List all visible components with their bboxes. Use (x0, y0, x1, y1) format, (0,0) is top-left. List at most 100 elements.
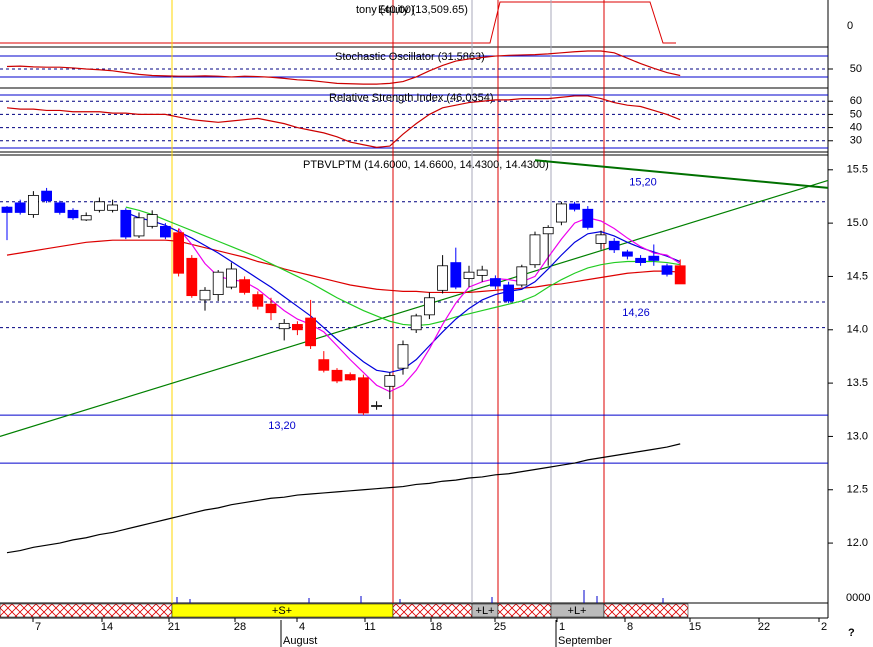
y-tick-label: 14.0 (847, 324, 868, 336)
candle-body (397, 344, 409, 369)
candle-body (80, 215, 92, 221)
x-tick-label: 15 (689, 621, 701, 633)
month-label: August (283, 635, 317, 647)
candle-body (159, 225, 171, 238)
signal-label: +S+ (272, 605, 292, 617)
candle-body (674, 265, 686, 285)
x-tick-label: 7 (35, 621, 41, 633)
y-tick-label: 12.0 (847, 537, 868, 549)
signal-band (603, 603, 689, 618)
candle-body (595, 234, 607, 244)
indicator-line (6, 95, 681, 148)
y-tick-label: 50 (850, 108, 862, 120)
candle-body (199, 289, 211, 301)
candle-body (489, 278, 501, 287)
x-tick-label: 8 (627, 621, 633, 633)
moving-average (6, 239, 681, 294)
x-tick-label: 4 (299, 621, 305, 633)
x-tick-label: 11 (364, 621, 375, 633)
y-tick-label: 12.5 (847, 484, 868, 496)
candle-body (278, 322, 290, 330)
signal-label: +L+ (568, 605, 587, 617)
candle-body (661, 265, 673, 275)
signal-label: +L+ (476, 605, 495, 617)
candle-body (212, 271, 224, 295)
candle-body (476, 269, 488, 276)
candle-body (305, 317, 317, 347)
y-tick-label: 60 (850, 95, 862, 107)
x-tick-label: 28 (234, 621, 246, 633)
candle-body (423, 297, 435, 316)
y-tick-label: 13.5 (847, 377, 868, 389)
candle-body (265, 303, 277, 314)
signal-band (0, 603, 173, 618)
candle-body (14, 202, 26, 213)
x-tick-label: 25 (494, 621, 506, 633)
candle-body (1, 206, 13, 213)
indicator-line (6, 50, 681, 85)
candle-body (542, 226, 554, 235)
y-tick-label: 30 (850, 135, 862, 147)
signal-band (497, 603, 552, 618)
candle-body (146, 214, 158, 227)
candle-body (622, 251, 633, 257)
y-tick-label: 40 (850, 121, 862, 133)
equity-title: tony (40,00) (356, 4, 415, 16)
y-tick-label: 13.0 (847, 430, 868, 442)
candle-body (503, 284, 515, 302)
annotation: 13,20 (268, 420, 296, 432)
moving-average (6, 443, 681, 554)
candle-body (67, 209, 79, 219)
candle-body (120, 209, 132, 238)
candle-body (608, 240, 620, 251)
candle-body (239, 279, 251, 293)
x-tick-label: 1 (559, 621, 565, 633)
candle-body (344, 374, 356, 381)
candle-body (54, 202, 66, 213)
moving-average (178, 217, 681, 393)
candle-body (357, 377, 369, 414)
indicator-title: Stochastic Oscillator (31.5863) (335, 51, 485, 63)
annotation: 15,20 (629, 177, 657, 189)
candle-body (225, 268, 237, 288)
candle-body (133, 217, 145, 237)
candle-body (384, 375, 396, 387)
candle-body (556, 203, 567, 223)
equity-title: Equity (13,509.65) (378, 4, 468, 16)
trend-line (534, 159, 829, 189)
candle-body (27, 194, 39, 215)
equity-line (0, 1, 676, 44)
y-tick-label: 50 (850, 63, 862, 75)
y-tick-label: 15.5 (847, 164, 868, 176)
candle-body (450, 262, 462, 288)
annotation: 14,26 (622, 307, 650, 319)
candle-body (173, 232, 185, 274)
candle-body (463, 271, 475, 279)
candle-body (318, 359, 330, 371)
y-tick-label: 14.5 (847, 270, 868, 282)
candle-body (94, 201, 105, 211)
volume-label: 0000 (846, 592, 870, 604)
x-tick-label: 22 (758, 621, 770, 633)
candle-body (371, 405, 383, 407)
candle-body (291, 324, 303, 331)
x-tick-label: 14 (101, 621, 113, 633)
month-label: September (558, 635, 612, 647)
candle-body (252, 294, 264, 307)
y-tick-label: 15.0 (847, 217, 868, 229)
candle-body (186, 257, 198, 297)
candle-body (41, 190, 52, 202)
trend-line (0, 179, 829, 437)
moving-average (125, 206, 681, 327)
candle-body (529, 234, 541, 266)
x-tick-label: 18 (430, 621, 442, 633)
candle-body (437, 265, 449, 291)
signal-band (392, 603, 473, 618)
help-icon[interactable]: ? (848, 627, 855, 639)
candle-body (648, 255, 660, 261)
candle-body (569, 203, 580, 210)
candle-body (331, 369, 343, 382)
x-tick-label: 21 (168, 621, 180, 633)
